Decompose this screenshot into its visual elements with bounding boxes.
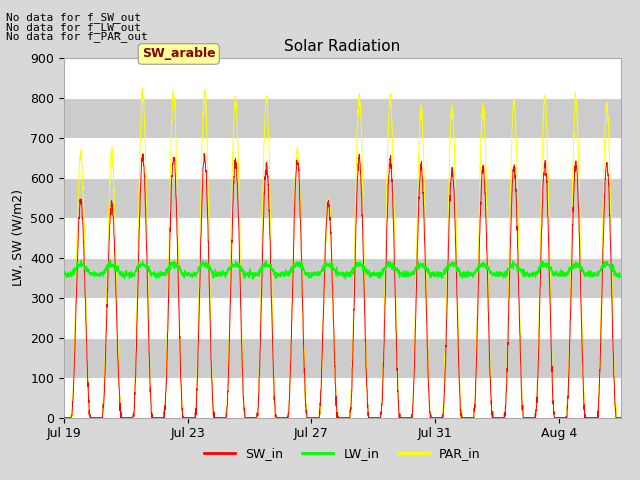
Bar xyxy=(64,178,621,217)
Y-axis label: LW, SW (W/m2): LW, SW (W/m2) xyxy=(12,189,25,286)
Bar xyxy=(64,337,621,378)
Text: No data for f_SW_out: No data for f_SW_out xyxy=(6,12,141,23)
Legend: SW_in, LW_in, PAR_in: SW_in, LW_in, PAR_in xyxy=(199,443,486,465)
Text: SW_arable: SW_arable xyxy=(142,48,216,60)
Title: Solar Radiation: Solar Radiation xyxy=(284,39,401,54)
Text: No data for f_PAR_out: No data for f_PAR_out xyxy=(6,31,148,42)
Text: No data for f_LW_out: No data for f_LW_out xyxy=(6,22,141,33)
Bar xyxy=(64,258,621,298)
Bar xyxy=(64,97,621,138)
